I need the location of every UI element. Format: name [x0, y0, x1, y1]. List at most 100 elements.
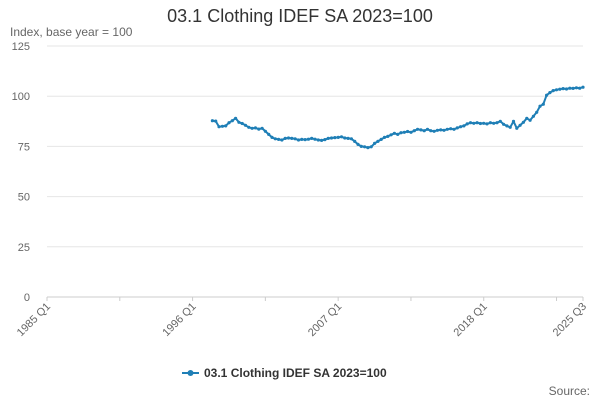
- data-point[interactable]: [402, 130, 406, 134]
- data-point[interactable]: [373, 141, 377, 145]
- data-point[interactable]: [429, 129, 433, 133]
- data-point[interactable]: [545, 93, 549, 97]
- data-point[interactable]: [230, 119, 234, 123]
- data-point[interactable]: [399, 131, 403, 135]
- data-point[interactable]: [210, 119, 214, 123]
- data-point[interactable]: [359, 144, 363, 148]
- data-point[interactable]: [439, 128, 443, 132]
- source-credit[interactable]: Source:: [549, 384, 590, 398]
- data-point[interactable]: [343, 136, 347, 140]
- data-point[interactable]: [462, 124, 466, 128]
- data-point[interactable]: [528, 118, 532, 122]
- data-point[interactable]: [237, 120, 241, 124]
- data-point[interactable]: [425, 127, 430, 131]
- data-point[interactable]: [416, 127, 420, 131]
- data-point[interactable]: [336, 135, 340, 139]
- data-point[interactable]: [551, 89, 555, 93]
- data-point[interactable]: [313, 137, 317, 141]
- data-point[interactable]: [574, 86, 579, 90]
- data-point[interactable]: [290, 136, 294, 140]
- data-point[interactable]: [571, 86, 575, 90]
- data-point[interactable]: [234, 116, 238, 120]
- data-point[interactable]: [442, 128, 446, 132]
- data-point[interactable]: [498, 119, 502, 123]
- data-point[interactable]: [505, 124, 509, 128]
- data-point[interactable]: [432, 129, 436, 133]
- data-point[interactable]: [214, 119, 218, 123]
- data-point[interactable]: [465, 122, 469, 126]
- data-point[interactable]: [541, 102, 545, 106]
- data-point[interactable]: [306, 137, 310, 141]
- data-point[interactable]: [273, 137, 277, 141]
- data-point[interactable]: [250, 126, 254, 130]
- data-point[interactable]: [303, 138, 307, 142]
- data-point[interactable]: [220, 124, 224, 128]
- data-point[interactable]: [455, 126, 459, 130]
- data-point[interactable]: [270, 135, 274, 139]
- data-point[interactable]: [525, 116, 529, 120]
- data-point[interactable]: [538, 104, 542, 108]
- data-point[interactable]: [554, 88, 559, 92]
- data-point[interactable]: [578, 86, 582, 90]
- data-point[interactable]: [389, 133, 393, 137]
- data-point[interactable]: [333, 136, 337, 140]
- data-point[interactable]: [217, 125, 221, 129]
- data-point[interactable]: [293, 137, 297, 141]
- data-point[interactable]: [535, 110, 539, 114]
- data-point[interactable]: [392, 131, 396, 135]
- data-point[interactable]: [243, 123, 248, 127]
- data-point[interactable]: [379, 137, 383, 141]
- data-point[interactable]: [339, 135, 344, 139]
- data-point[interactable]: [531, 114, 536, 118]
- data-point[interactable]: [224, 124, 228, 128]
- data-point[interactable]: [452, 127, 456, 131]
- data-point[interactable]: [277, 137, 281, 141]
- data-point[interactable]: [326, 136, 330, 140]
- data-point[interactable]: [257, 127, 261, 131]
- data-point[interactable]: [320, 138, 324, 142]
- data-point[interactable]: [386, 134, 390, 138]
- data-point[interactable]: [412, 129, 416, 133]
- data-point[interactable]: [240, 121, 244, 126]
- data-point[interactable]: [329, 136, 334, 140]
- data-point[interactable]: [478, 121, 482, 126]
- data-point[interactable]: [561, 87, 565, 91]
- data-point[interactable]: [521, 120, 526, 124]
- data-point[interactable]: [310, 136, 314, 140]
- data-point[interactable]: [363, 145, 367, 149]
- data-point[interactable]: [346, 136, 350, 140]
- legend[interactable]: 03.1 Clothing IDEF SA 2023=100: [182, 366, 387, 380]
- data-point[interactable]: [382, 135, 387, 139]
- data-point[interactable]: [495, 121, 499, 125]
- data-point[interactable]: [435, 128, 439, 132]
- data-point[interactable]: [568, 86, 572, 90]
- data-point[interactable]: [581, 85, 585, 89]
- data-point[interactable]: [511, 119, 516, 123]
- data-point[interactable]: [488, 121, 492, 125]
- data-point[interactable]: [445, 127, 449, 131]
- data-point[interactable]: [300, 137, 304, 141]
- data-point[interactable]: [260, 126, 264, 130]
- data-point[interactable]: [502, 122, 506, 126]
- data-point[interactable]: [459, 125, 463, 129]
- data-point[interactable]: [349, 137, 353, 141]
- data-point[interactable]: [564, 87, 569, 91]
- data-point[interactable]: [406, 129, 410, 134]
- data-point[interactable]: [482, 121, 486, 125]
- data-point[interactable]: [518, 123, 522, 127]
- data-point[interactable]: [508, 125, 512, 129]
- data-point[interactable]: [267, 132, 271, 136]
- data-point[interactable]: [485, 122, 489, 126]
- data-point[interactable]: [475, 121, 479, 125]
- data-point[interactable]: [449, 127, 453, 131]
- data-point[interactable]: [247, 125, 251, 129]
- data-point[interactable]: [316, 138, 320, 142]
- data-point[interactable]: [515, 126, 519, 130]
- data-point[interactable]: [472, 121, 476, 125]
- data-point[interactable]: [296, 138, 301, 142]
- data-point[interactable]: [253, 126, 257, 130]
- data-point[interactable]: [396, 132, 400, 136]
- legend-label[interactable]: 03.1 Clothing IDEF SA 2023=100: [204, 366, 387, 380]
- data-point[interactable]: [227, 121, 231, 125]
- data-point[interactable]: [280, 138, 284, 142]
